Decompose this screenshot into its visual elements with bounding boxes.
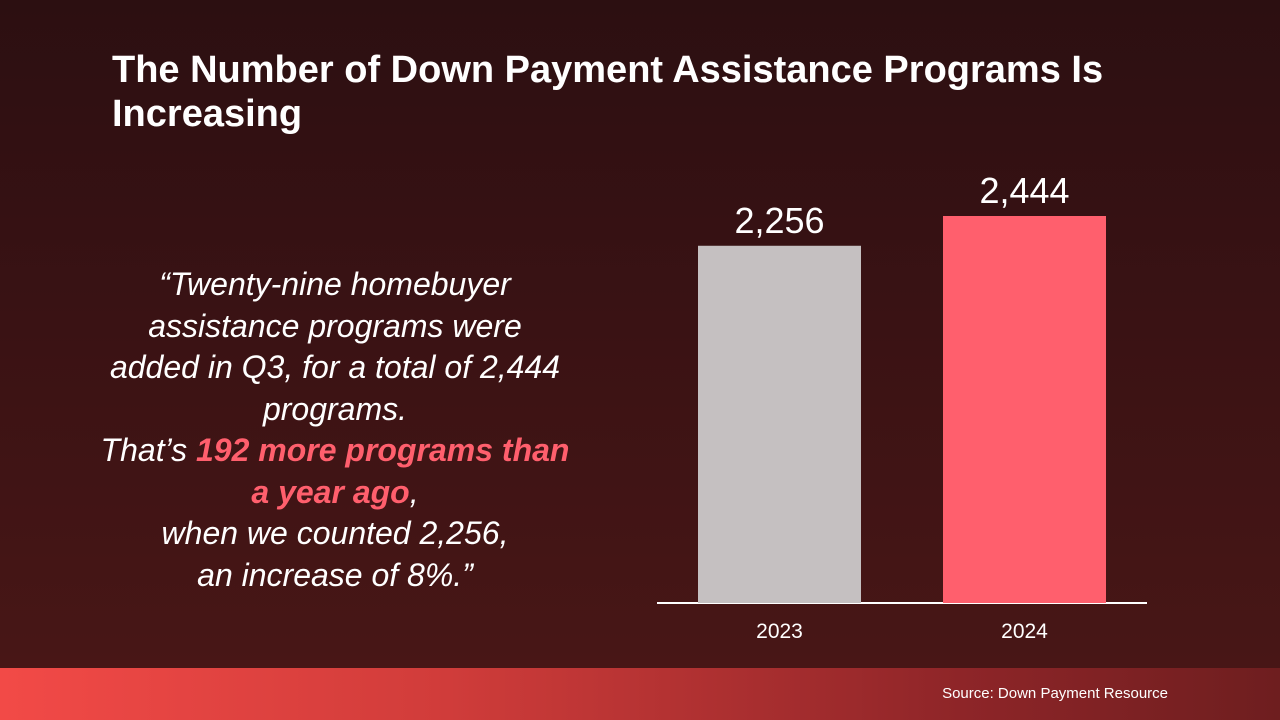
bar-2024: [943, 216, 1106, 603]
quote-line-3: when we counted 2,256,: [161, 515, 509, 551]
slide-title: The Number of Down Payment Assistance Pr…: [112, 49, 1104, 135]
bar-chart: 2,256 2023 2,444 2024: [698, 170, 1106, 643]
bar-2023: [698, 245, 861, 603]
data-label-2024: 2,444: [979, 170, 1069, 211]
x-tick-label-2024: 2024: [1001, 620, 1048, 643]
quote-line-2-prefix: That’s: [100, 432, 196, 468]
quote-text: “Twenty-nine homebuyer assistance progra…: [100, 264, 570, 596]
x-tick-label-2023: 2023: [756, 620, 803, 643]
data-label-2023: 2,256: [734, 200, 824, 241]
quote-line-2-suffix: ,: [409, 473, 419, 510]
quote-line-4: an increase of 8%.”: [197, 556, 473, 593]
quote-line-1: “Twenty-nine homebuyer assistance progra…: [109, 266, 561, 427]
footer-bar: Source: Down Payment Resource: [0, 668, 1280, 720]
quote-highlight: 192 more programs than a year ago: [196, 432, 570, 510]
source-text: Source: Down Payment Resource: [942, 685, 1168, 702]
